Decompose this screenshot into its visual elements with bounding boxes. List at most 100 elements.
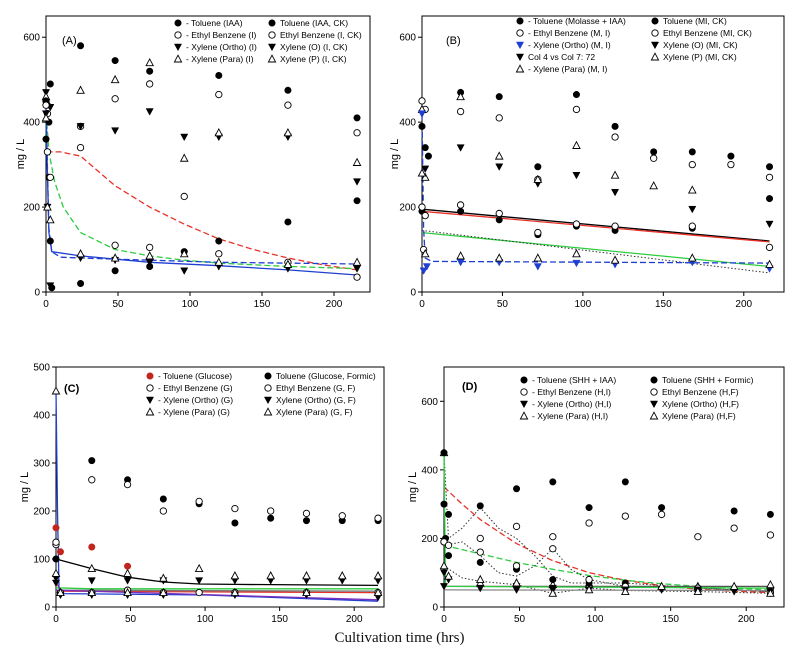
data-point — [214, 257, 224, 266]
legend-item: Toluene (MI, CK) — [651, 16, 727, 26]
legend-marker — [146, 384, 154, 392]
data-point — [52, 555, 60, 563]
data-point — [46, 282, 55, 290]
fit-line-red — [421, 210, 770, 243]
y-tick-label: 400 — [33, 411, 50, 422]
fit-line-red — [45, 113, 358, 271]
data-point — [549, 576, 557, 584]
x-tick-label: 0 — [53, 614, 59, 625]
data-point — [283, 259, 293, 268]
data-point — [694, 533, 702, 541]
data-point — [76, 123, 85, 131]
data-point — [512, 578, 521, 587]
data-point — [533, 263, 542, 271]
fit-line-dotted-b — [443, 541, 771, 593]
legend-item: - Toluene (Glucose) — [146, 371, 232, 381]
legend-label: Xylene (Para) (H,F) — [662, 411, 736, 421]
data-point — [688, 160, 696, 169]
data-point — [439, 561, 449, 570]
y-tick-label: 200 — [421, 534, 438, 545]
data-point — [444, 571, 453, 580]
data-point — [145, 251, 155, 260]
legend-marker — [651, 29, 659, 37]
legend-item: Xylene (Para) (G, F) — [263, 407, 353, 417]
fit-line-green — [55, 587, 378, 590]
y-tick-label: 100 — [33, 555, 50, 566]
y-tick-label: 600 — [421, 397, 438, 408]
x-tick-label: 100 — [587, 614, 604, 625]
data-point — [418, 122, 426, 130]
data-point — [658, 504, 666, 512]
data-point — [729, 581, 739, 590]
series-toluene-glucose — [52, 524, 132, 570]
data-point — [338, 512, 346, 520]
legend-marker — [267, 54, 277, 63]
data-point — [456, 91, 465, 101]
fit-line-blue — [55, 390, 379, 602]
legend-label: Toluene (SHH + Formic) — [662, 375, 754, 385]
data-point — [302, 517, 310, 525]
y-tick-label: 200 — [23, 203, 40, 214]
data-point — [230, 587, 240, 597]
fit-line-flat-2 — [443, 589, 771, 592]
y-tick-label: 300 — [33, 459, 50, 470]
data-point — [180, 192, 188, 201]
data-point — [533, 253, 543, 262]
x-tick-label: 0 — [43, 299, 49, 310]
data-point — [495, 93, 503, 101]
series-xylene-para-h-f — [439, 447, 775, 590]
legend-marker — [515, 64, 525, 73]
data-point — [42, 101, 50, 109]
series-ethyl-benzene-i-ck — [42, 80, 361, 137]
data-point — [620, 586, 630, 596]
data-point — [145, 108, 154, 116]
series-ethyl-benzene-h-f — [440, 510, 775, 546]
data-point — [495, 163, 504, 171]
data-point — [513, 485, 521, 493]
data-point — [495, 209, 503, 218]
legend-item: - Toluene (SHH + IAA) — [520, 375, 616, 385]
legend-marker — [263, 407, 273, 416]
legend-marker — [651, 17, 659, 25]
data-point — [337, 571, 347, 580]
data-point — [417, 110, 427, 118]
x-tick-label: 150 — [662, 614, 679, 625]
data-point — [621, 478, 629, 486]
data-point — [572, 220, 581, 228]
legend-item: Xylene (O) (MI, CK) — [650, 40, 738, 50]
data-point — [158, 587, 168, 597]
legend-marker — [264, 372, 272, 380]
legend-label: - Toluene (IAA) — [186, 18, 243, 28]
y-tick-label: 200 — [399, 203, 416, 214]
legend-marker — [146, 372, 154, 380]
legend-item: - Xylene (Ortho) (M, I) — [515, 40, 611, 50]
data-point — [476, 502, 484, 510]
x-tick-label: 100 — [182, 299, 199, 310]
data-point — [650, 154, 658, 162]
series-toluene-mi-ck — [418, 88, 774, 171]
data-point — [284, 101, 292, 109]
data-point — [549, 478, 557, 486]
legend-label: Xylene (Ortho) (G, F) — [276, 395, 356, 405]
legend-marker — [650, 388, 658, 396]
data-point — [476, 534, 484, 543]
legend-marker — [174, 19, 182, 27]
data-point — [621, 512, 629, 520]
data-point — [611, 133, 619, 141]
data-point — [230, 571, 240, 580]
data-point — [766, 510, 774, 518]
series-ethyl-benzene-m-i — [418, 201, 774, 254]
data-point — [353, 178, 362, 186]
series-xylene-ortho-g-f — [51, 574, 383, 585]
data-point — [231, 504, 239, 513]
data-point — [730, 524, 738, 532]
data-point — [534, 163, 542, 171]
x-tick-label: 100 — [197, 614, 214, 625]
data-point — [302, 571, 311, 580]
data-point — [585, 575, 593, 584]
data-point — [284, 86, 292, 94]
data-point — [548, 584, 557, 593]
x-tick-label: 200 — [738, 614, 755, 625]
y-axis-label: mg / L — [19, 472, 31, 503]
legend-label: Xylene (O) (I, CK) — [280, 42, 348, 52]
